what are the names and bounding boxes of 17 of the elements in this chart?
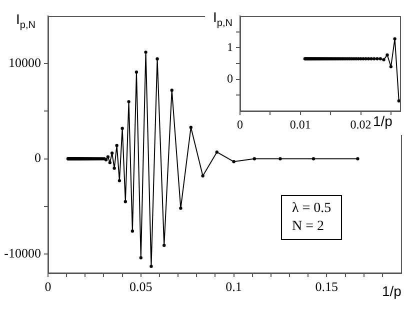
x-tick-label: 0 xyxy=(237,117,243,132)
annotation: λ = 0.5 xyxy=(292,200,332,218)
y-tick-label: 1 xyxy=(227,40,233,54)
x-tick-label: 0.05 xyxy=(130,279,152,294)
x-tick-label: 0.02 xyxy=(350,117,372,132)
x-tick-label: 0 xyxy=(44,279,52,294)
y-tick-label: 10000 xyxy=(8,55,41,70)
x-tick-label: 0.15 xyxy=(315,279,338,294)
y-axis-title: I$_{p,N}$ xyxy=(16,11,36,31)
x-axis-title: 1/p xyxy=(382,283,402,299)
y-tick-label: 0 xyxy=(34,150,41,166)
annotation: N = 2 xyxy=(292,218,326,235)
y-axis-title: I$_{p,N}$ xyxy=(213,9,232,29)
x-axis-title: 1/p xyxy=(373,113,392,129)
x-tick-label: 0.01 xyxy=(290,117,311,132)
x-tick-label: 0.1 xyxy=(226,279,242,294)
y-tick-label: -10000 xyxy=(4,245,41,260)
